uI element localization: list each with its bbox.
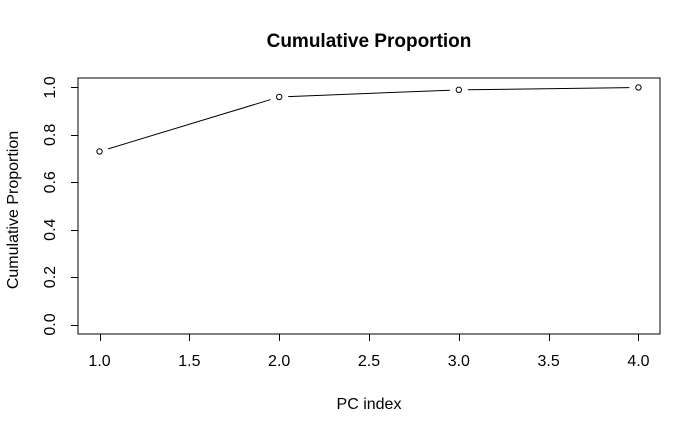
- y-axis-label: Cumulative Proportion: [5, 131, 22, 289]
- y-tick-label: 0.4: [42, 218, 59, 240]
- series-line-segment: [108, 99, 271, 150]
- y-tick-label: 0.6: [42, 171, 59, 193]
- data-point-marker: [275, 93, 283, 101]
- x-tick-label: 4.0: [627, 353, 649, 370]
- y-tick-label: 0.2: [42, 266, 59, 288]
- x-tick-label: 3.5: [538, 353, 560, 370]
- x-tick-label: 3.0: [448, 353, 470, 370]
- plot-border: [77, 77, 661, 335]
- data-point-marker: [96, 148, 103, 155]
- data-point-marker: [635, 84, 642, 91]
- y-tick-label: 0.0: [42, 313, 59, 335]
- x-tick-label: 2.5: [358, 353, 380, 370]
- x-tick-label: 1.0: [88, 353, 110, 370]
- x-tick-label: 2.0: [268, 353, 290, 370]
- data-point-marker: [455, 86, 463, 94]
- plot-content: 1.0 1.5 2.0 2.5 3.0 3.5 4.0 0.0 0.2 0.4 0.6 0.8 1.0: [42, 76, 661, 370]
- chart-title: Cumulative Proportion: [267, 31, 472, 52]
- series-line-segment: [467, 87, 630, 91]
- x-tick-label: 1.5: [178, 353, 200, 370]
- y-tick-label: 1.0: [42, 76, 59, 98]
- series-line-segment: [288, 89, 450, 98]
- y-tick-label: 0.8: [42, 124, 59, 146]
- x-axis-label: PC index: [337, 396, 402, 413]
